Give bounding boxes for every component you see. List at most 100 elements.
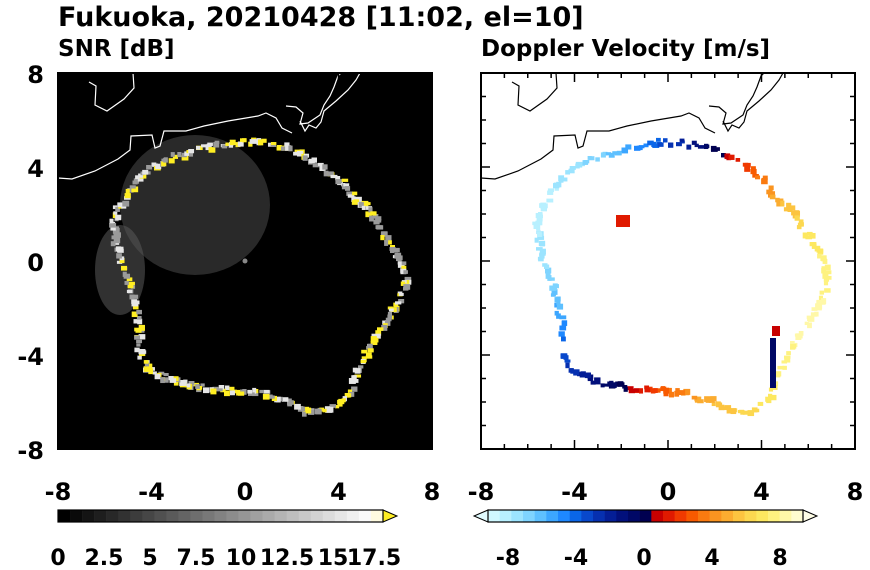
snr-echo-cell	[270, 143, 277, 147]
doppler-echo-cell	[726, 407, 732, 414]
snr-echo-cell	[237, 141, 244, 147]
doppler-echo-cell	[786, 202, 792, 209]
snr-echo-cell	[351, 196, 356, 202]
doppler-echo-cell	[532, 221, 537, 226]
doppler-echo-cell	[594, 379, 601, 385]
doppler-echo-cell	[554, 310, 559, 316]
snr-colorbar-swatch	[70, 510, 83, 522]
snr-echo-cell	[136, 309, 142, 315]
doppler-echo-cell	[584, 372, 592, 379]
snr-echo-cell	[386, 240, 392, 245]
doppler-echo-cell	[769, 191, 776, 196]
doppler-colorbar-swatch	[791, 510, 804, 522]
snr-colorbar-swatch	[322, 510, 336, 522]
snr-echo-cell	[288, 145, 293, 152]
doppler-echo-cell	[723, 406, 728, 411]
doppler-echo-cell	[816, 304, 822, 311]
snr-echo-cell	[335, 176, 341, 181]
snr-colorbar-extend	[382, 509, 399, 523]
doppler-echo-cell	[552, 283, 558, 288]
snr-echo-cell	[225, 385, 230, 390]
doppler-panel: Doppler Velocity [m/s] -8 -4 0 4 8 -8 -4…	[468, 36, 864, 570]
doppler-echo-cell	[551, 290, 556, 296]
doppler-echo-cell	[595, 157, 600, 162]
doppler-echo-cell	[761, 178, 768, 185]
doppler-colorbar-frame	[487, 509, 804, 523]
snr-echo-cell	[393, 302, 399, 308]
snr-echo-cell	[138, 173, 143, 178]
snr-echo-cell	[380, 235, 385, 241]
snr-echo-cell	[113, 211, 118, 215]
doppler-echo-cell	[718, 404, 725, 411]
snr-echo-cell	[126, 289, 133, 294]
doppler-echo-cell	[786, 351, 791, 356]
snr-echo-cell	[252, 391, 259, 397]
snr-echo-cell	[287, 401, 293, 407]
snr-echo-cell	[370, 211, 377, 216]
doppler-echo-cell	[668, 391, 674, 398]
snr-echo-cell	[249, 139, 257, 144]
doppler-echo-cell	[742, 162, 749, 167]
snr-echo-cell	[123, 273, 131, 279]
doppler-colorbar-swatch	[488, 510, 500, 522]
snr-echo-cell	[189, 153, 194, 157]
snr-colorbar-swatch	[346, 510, 360, 522]
doppler-echo-cell	[561, 177, 568, 182]
snr-echo-cell	[168, 376, 174, 381]
doppler-coastline	[480, 72, 784, 180]
snr-echo-cell	[263, 389, 270, 394]
snr-echo-cell	[207, 142, 213, 146]
doppler-echo-cell	[652, 143, 660, 148]
doppler-echo-cell	[704, 143, 709, 150]
doppler-echo-cell	[827, 275, 832, 280]
snr-echo-cell	[270, 142, 277, 146]
snr-echo-cell	[137, 355, 142, 360]
snr-echo-cell	[131, 299, 138, 304]
doppler-echo-cell	[647, 140, 654, 146]
doppler-echo-cell	[781, 360, 788, 364]
snr-echo-cell	[179, 380, 187, 386]
doppler-echo-cell	[625, 144, 632, 150]
doppler-echo-cell	[819, 290, 825, 295]
doppler-echo-cell	[822, 273, 829, 279]
doppler-echo-cell	[600, 383, 605, 388]
doppler-echo-cell	[676, 142, 682, 147]
snr-echo-cell	[228, 143, 234, 148]
snr-echo-cell	[294, 403, 301, 410]
doppler-echo-cell	[535, 220, 543, 226]
snr-echo-cell	[155, 163, 162, 170]
snr-echo-cell	[109, 223, 117, 228]
snr-echo-cell	[322, 164, 328, 170]
snr-echo-cell	[341, 178, 349, 182]
doppler-echo-cell	[657, 142, 664, 147]
doppler-echo-cell	[811, 307, 818, 311]
doppler-echo-cell	[602, 151, 608, 156]
snr-echo-cell	[162, 377, 169, 383]
doppler-echo-cell	[768, 185, 774, 191]
snr-echo-cell	[366, 352, 372, 359]
snr-colorbar-swatch	[58, 510, 71, 522]
doppler-echo-cell	[545, 267, 552, 274]
snr-echo-cell	[110, 241, 116, 247]
snr-echo-cell	[344, 393, 350, 398]
snr-echo-cell	[116, 260, 123, 264]
snr-echo-cell	[305, 407, 312, 414]
doppler-echo-cell	[634, 388, 640, 392]
snr-colorbar-swatch	[298, 510, 312, 522]
doppler-colorbar-label: 4	[704, 546, 719, 570]
snr-echo-cell	[154, 373, 161, 380]
snr-echo-cell	[163, 373, 169, 377]
snr-echo-cell	[398, 299, 405, 304]
snr-echo-cell	[262, 393, 270, 400]
doppler-colorbar-extend-high	[802, 509, 819, 523]
doppler-colorbar-swatch	[698, 510, 710, 522]
doppler-echo-cell	[660, 386, 667, 392]
doppler-colorbar-swatch	[534, 510, 547, 522]
doppler-echo-cell	[588, 156, 595, 161]
doppler-colorbar-swatch	[779, 510, 792, 522]
snr-colorbar-swatch	[250, 510, 263, 522]
snr-colorbar-frame	[57, 509, 384, 523]
snr-echo-cell	[314, 408, 322, 414]
doppler-colorbar	[472, 509, 819, 523]
doppler-echo-cell	[762, 175, 768, 180]
